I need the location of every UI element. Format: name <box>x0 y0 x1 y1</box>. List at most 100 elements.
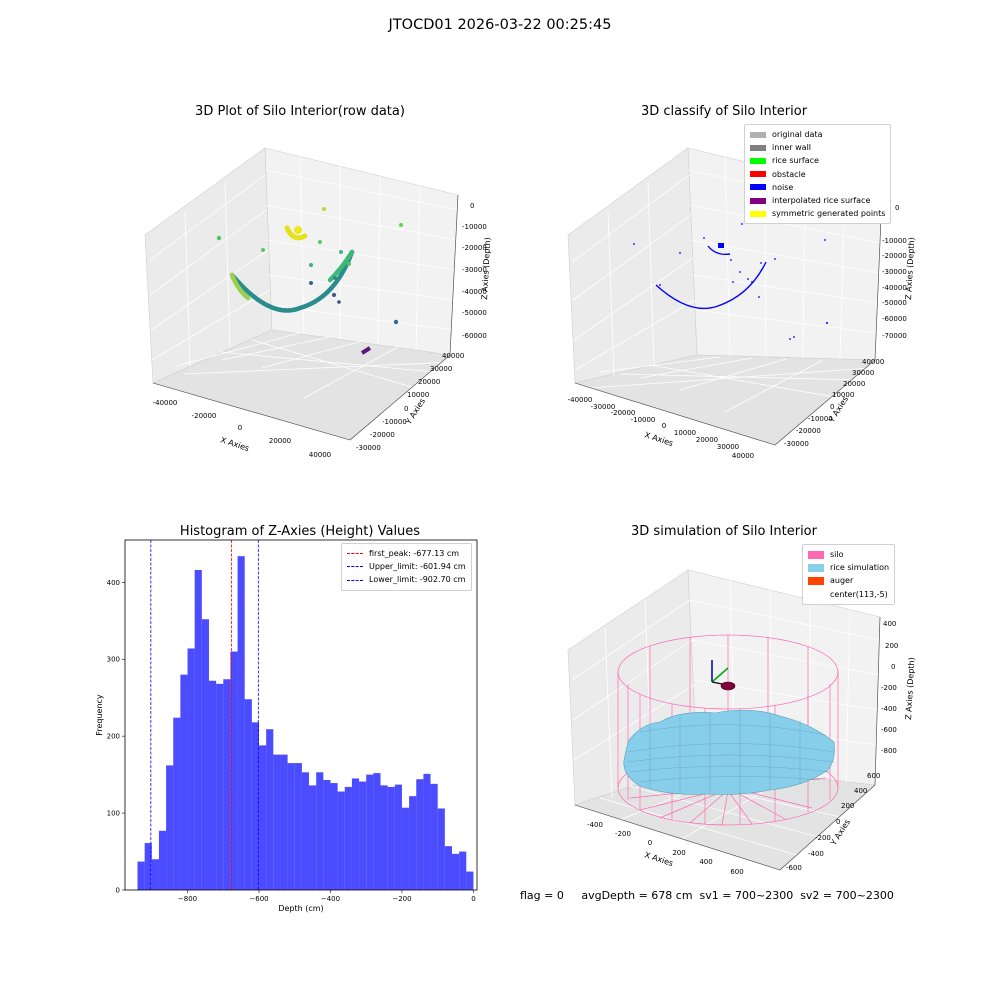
legend-label: first_peak: -677.13 cm <box>369 549 460 558</box>
histogram-bar <box>137 861 145 890</box>
raw-x-tick: 20000 <box>269 437 291 445</box>
histogram-bar <box>423 773 431 890</box>
raw-3d-axes <box>144 147 459 441</box>
histogram-bar <box>287 763 295 890</box>
histogram-bar <box>409 796 417 890</box>
histogram-bar <box>259 745 267 890</box>
histogram-bar <box>158 830 167 890</box>
legend-label: original data <box>772 130 823 139</box>
simulation-y-tick: 600 <box>867 772 880 780</box>
legend-item: interpolated rice surface <box>750 194 885 207</box>
histogram-title: Histogram of Z-Axies (Height) Values <box>179 524 421 539</box>
classify-y-tick: -20000 <box>796 427 821 435</box>
classify-legend: original data inner wall rice surface ob… <box>744 124 892 225</box>
simulation-z-tick: 0 <box>891 663 895 671</box>
raw-y-tick: 0 <box>404 405 408 413</box>
classify-y-tick: -10000 <box>808 415 833 423</box>
simulation-z-label: Z Axies (Depth) <box>904 657 916 720</box>
legend-item: Lower_limit: -902.70 cm <box>347 573 466 586</box>
raw-y-tick: -10000 <box>382 418 407 426</box>
legend-label: Upper_limit: -601.94 cm <box>369 562 466 572</box>
histogram-bar <box>437 808 445 890</box>
histogram-bar <box>208 680 217 890</box>
histogram-bar <box>201 619 209 890</box>
classify-x-tick: 0 <box>662 422 666 430</box>
raw-x-label: X Axies <box>219 435 250 453</box>
histogram-y-tick-label: 100 <box>107 810 120 818</box>
histogram-bar <box>180 674 188 890</box>
classify-y-tick: 40000 <box>862 358 884 366</box>
classify-x-tick: -10000 <box>631 416 656 424</box>
histogram-bar <box>173 717 181 890</box>
classify-z-tick: -60000 <box>882 315 907 323</box>
classify-x-tick: -20000 <box>611 409 636 417</box>
classify-x-tick: -40000 <box>568 396 593 404</box>
histogram-bar <box>294 763 302 890</box>
legend-label: silo <box>830 550 844 559</box>
classify-x-tick: 20000 <box>696 436 718 444</box>
classify-z-tick: -30000 <box>882 268 907 276</box>
histogram-bar <box>166 765 174 890</box>
legend-line <box>347 566 363 568</box>
histogram-bar <box>187 648 195 890</box>
legend-swatch <box>808 563 824 572</box>
raw-x-tick: 40000 <box>309 451 331 459</box>
histogram-bar <box>216 683 224 890</box>
histogram-bar <box>351 778 360 890</box>
legend-item: inner wall <box>750 141 885 154</box>
histogram-bar <box>330 783 338 890</box>
histogram-x-label: Depth (cm) <box>278 904 323 913</box>
simulation-z-tick: -600 <box>881 726 897 734</box>
raw-x-tick: -40000 <box>153 399 178 407</box>
classify-z-tick: -40000 <box>882 284 907 292</box>
legend-line <box>347 553 363 555</box>
classify-x-tick: -30000 <box>591 403 616 411</box>
histogram-x-tick-label: 0 <box>471 895 475 903</box>
classify-y-tick: 20000 <box>843 380 865 388</box>
classify-z-tick: 0 <box>895 204 899 212</box>
raw-z-label: Z Axies (Depth) <box>480 237 492 300</box>
simulation-x-tick: 400 <box>699 858 712 866</box>
simulation-x-tick: -200 <box>615 830 631 838</box>
raw-x-tick: 0 <box>238 424 242 432</box>
legend-label: inner wall <box>772 143 812 153</box>
histogram-y-tick-label: 400 <box>107 579 120 587</box>
histogram-bar <box>451 853 460 890</box>
histogram-bar <box>273 754 281 890</box>
status-footer: flag = 0 avgDepth = 678 cm sv1 = 700~230… <box>520 889 894 902</box>
histogram-bar <box>394 784 402 890</box>
raw-y-tick: 10000 <box>407 391 429 399</box>
classify-z-tick: -10000 <box>882 237 907 245</box>
legend-label: noise <box>772 182 794 192</box>
histogram-bar <box>444 846 452 890</box>
classify-y-ticks: -30000 -20000 -10000 0 10000 20000 30000… <box>784 358 884 448</box>
legend-label: auger <box>830 576 854 586</box>
histogram-x-tick-label: −800 <box>178 895 197 903</box>
legend-item: silo <box>808 548 889 561</box>
histogram-bar <box>401 807 410 890</box>
raw-y-tick: 40000 <box>442 352 464 360</box>
raw-z-tick: 0 <box>470 202 474 210</box>
simulation-x-label: X Axies <box>643 850 674 868</box>
histogram-bar <box>430 783 438 890</box>
simulation-x-ticks: -400 -200 0 200 400 600 <box>587 821 744 876</box>
histogram-bar <box>323 780 331 890</box>
legend-item: center(113,-5) <box>808 588 889 601</box>
histogram-y-label: Frequency <box>95 694 104 736</box>
histogram-x-tick-label: −200 <box>392 895 411 903</box>
classify-z-ticks: 0 -10000 -20000 -30000 -40000 -50000 -60… <box>882 204 907 340</box>
histogram-bar <box>359 781 367 890</box>
legend-label: center(113,-5) <box>830 589 888 599</box>
legend-label: Lower_limit: -902.70 cm <box>369 575 466 585</box>
histogram-axes: −800 −600 −400 −200 0 0 100 200 300 400 Depth (c… <box>95 539 478 913</box>
simulation-y-ticks: -600 -400 -200 0 200 400 600 <box>786 772 880 872</box>
legend-label: rice surface <box>772 156 819 166</box>
simulation-x-tick: 0 <box>648 839 652 847</box>
legend-item: symmetric generated points <box>750 207 885 220</box>
legend-label: obstacle <box>772 169 806 179</box>
histogram-bar <box>309 785 317 890</box>
legend-swatch <box>750 158 766 164</box>
legend-item: noise <box>750 181 885 194</box>
histogram-bar <box>237 556 245 890</box>
